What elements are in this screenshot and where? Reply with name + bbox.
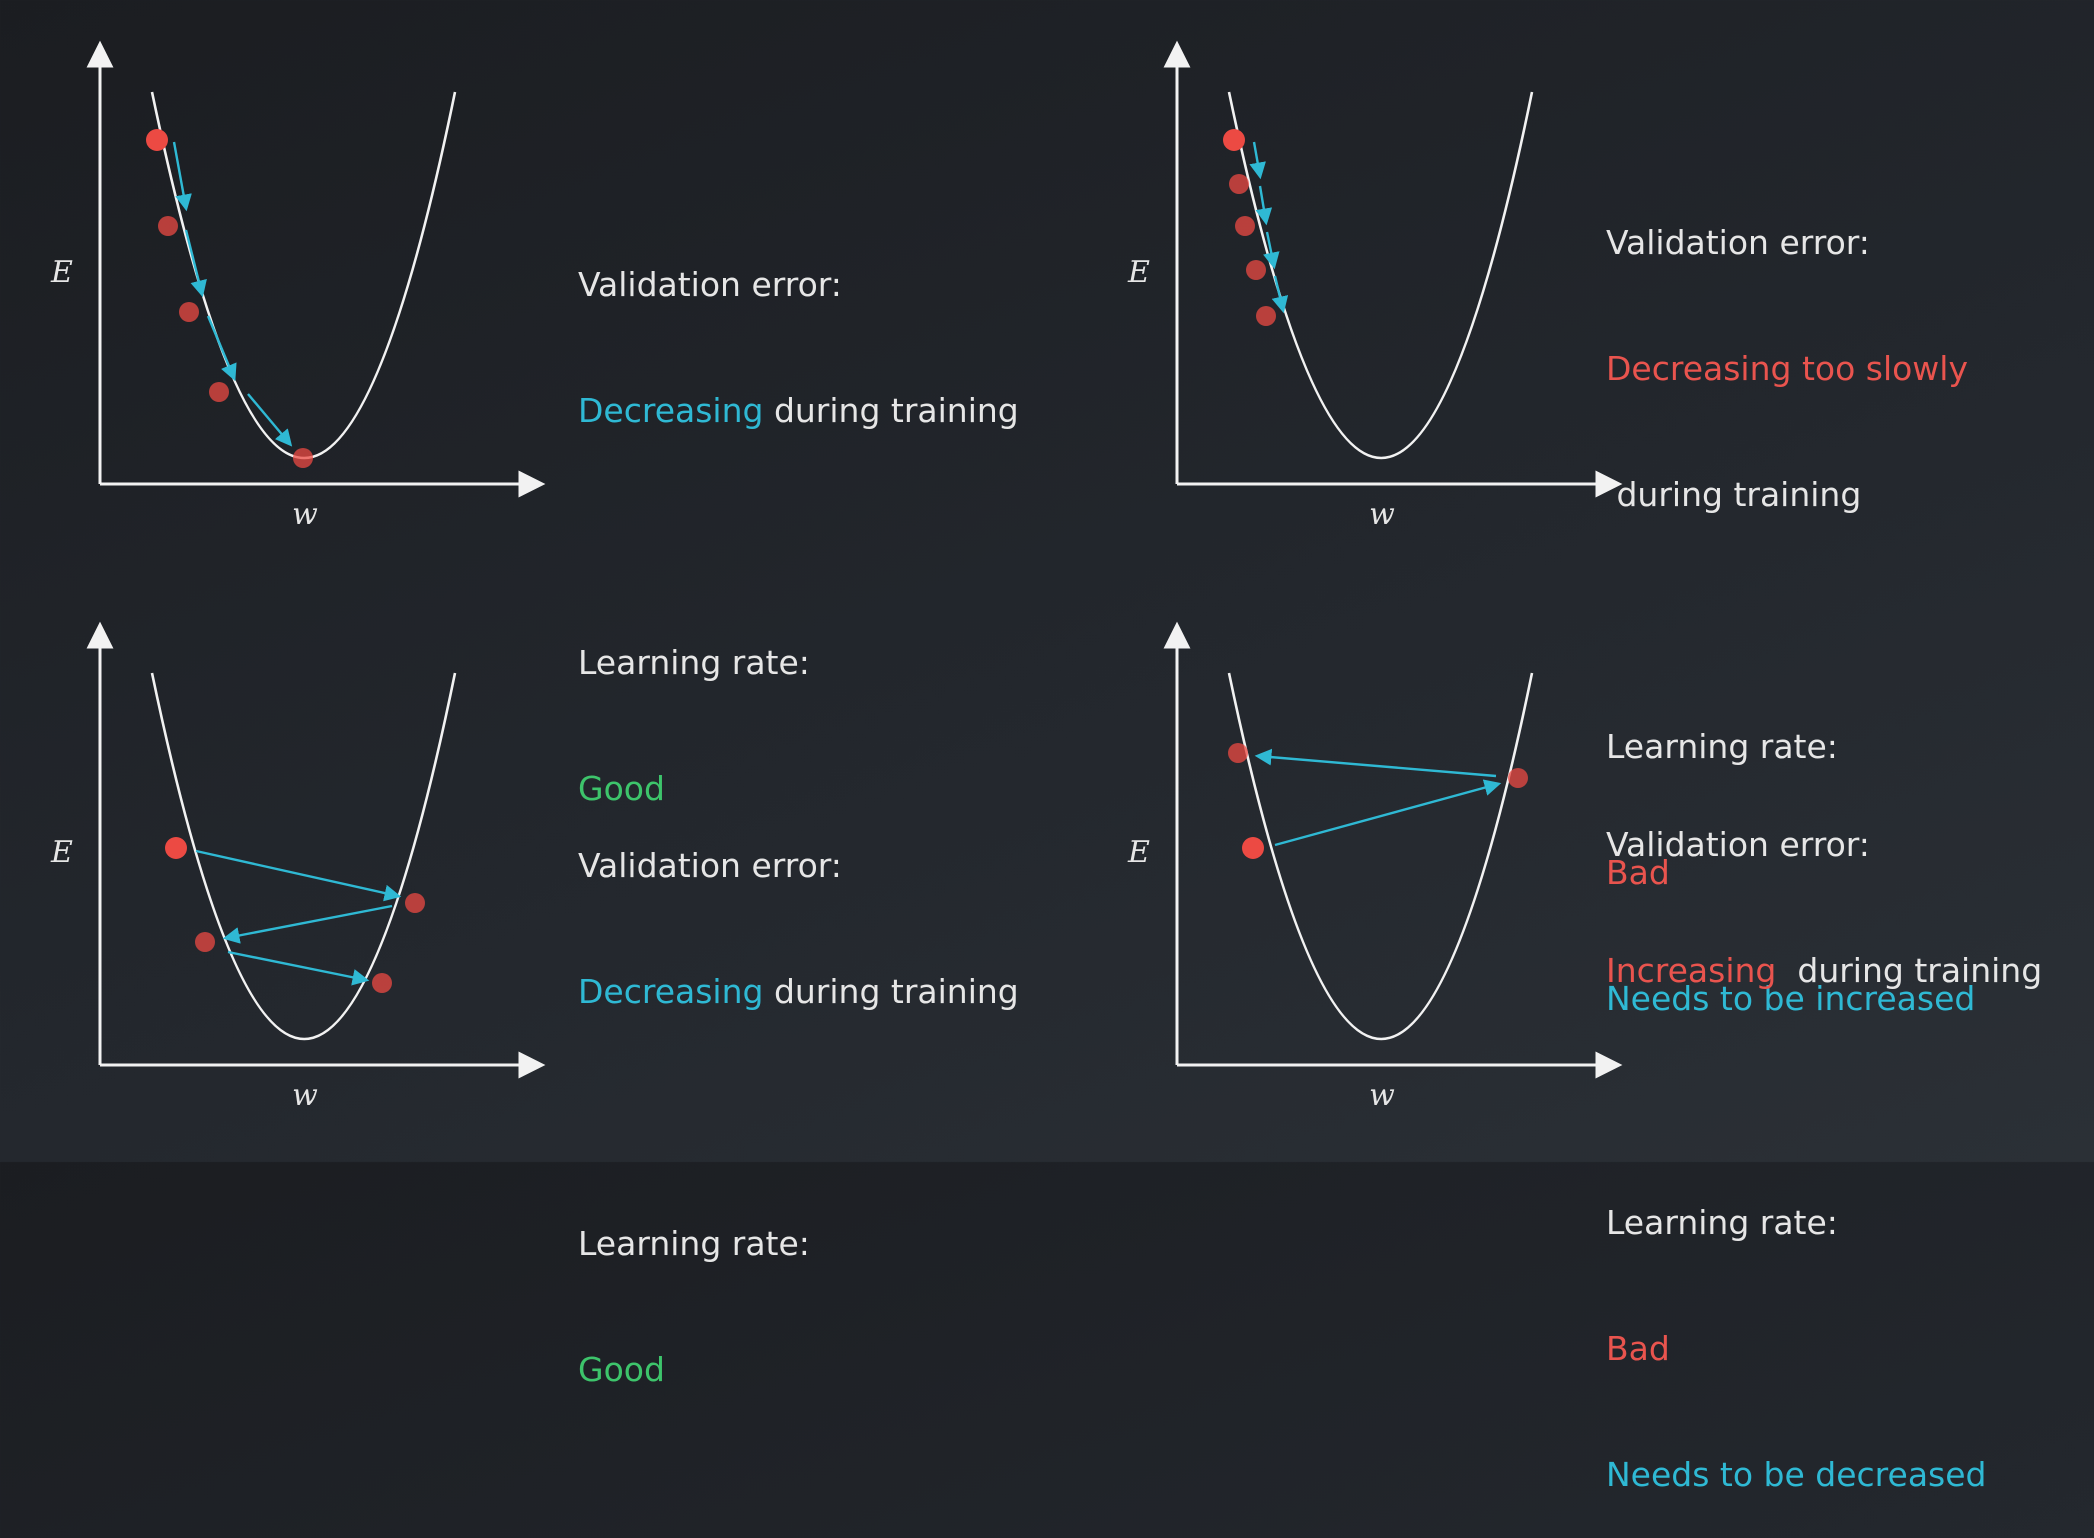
validation-status-tail: during training: [763, 972, 1019, 1011]
start-point: [1223, 129, 1245, 151]
x-axis-label: w: [1369, 1078, 1395, 1113]
step-arrow: [1263, 231, 1280, 270]
validation-error-label: Validation error:: [578, 265, 842, 304]
step-point: [1246, 260, 1266, 280]
validation-error-label: Validation error:: [578, 846, 842, 885]
step-arrow: [1274, 779, 1502, 847]
learning-rate-label: Learning rate:: [578, 1224, 810, 1263]
step-point: [209, 382, 229, 402]
step-arrow: [184, 229, 207, 298]
panel-bottom-left-text: Validation error: Decreasing during trai…: [578, 761, 1019, 1433]
descent-arrows: [172, 141, 293, 447]
validation-error-label: Validation error:: [1606, 223, 1870, 262]
y-axis-label: E: [50, 835, 73, 870]
x-axis-label: w: [1369, 497, 1395, 532]
step-point: [1229, 174, 1249, 194]
step-point: [158, 216, 178, 236]
step-arrow: [206, 315, 237, 382]
step-point: [405, 893, 425, 913]
panel-top-right-graph: E w: [1127, 40, 1623, 532]
step-arrow: [222, 904, 393, 944]
step-point: [1508, 768, 1528, 788]
step-arrow: [1271, 275, 1289, 314]
start-point: [165, 837, 187, 859]
learning-rate-value: Bad: [1606, 853, 1670, 892]
step-arrow: [227, 950, 370, 986]
validation-status: Decreasing: [578, 972, 764, 1011]
step-point: [372, 973, 392, 993]
validation-status: Decreasing: [578, 391, 764, 430]
validation-status-tail: during training: [1606, 475, 1862, 514]
y-axis-label: E: [50, 255, 73, 290]
step-point: [179, 302, 199, 322]
y-axis-label: E: [1127, 255, 1150, 290]
step-point: [1235, 216, 1255, 236]
step-arrow: [247, 393, 293, 447]
y-axis-label: E: [1127, 835, 1150, 870]
learning-rate-label: Learning rate:: [578, 643, 810, 682]
learning-rate-label: Learning rate:: [1606, 1203, 1838, 1242]
step-point: [293, 448, 313, 468]
panel-bottom-right-graph: E w: [1127, 621, 1623, 1113]
error-curve: [1227, 672, 1534, 1041]
step-point: [195, 932, 215, 952]
panel-bottom-left-graph: E w: [50, 621, 546, 1113]
learning-rate-advice: Needs to be decreased: [1606, 1455, 1987, 1494]
error-curve: [1227, 91, 1534, 460]
panel-top-left-graph: E w: [50, 40, 546, 532]
step-arrow: [195, 849, 402, 902]
learning-rate-value: Bad: [1606, 1329, 1670, 1368]
error-curve: [150, 672, 457, 1041]
step-arrow: [1254, 748, 1497, 778]
start-point: [1242, 837, 1264, 859]
learning-rate-advice: Needs to be increased: [1606, 979, 1976, 1018]
gradient-descent-diagram: E w E w E w: [50, 40, 1623, 1113]
x-axis-label: w: [292, 1078, 318, 1113]
divergence-arrows: [1254, 748, 1502, 847]
learning-rate-label: Learning rate:: [1606, 727, 1838, 766]
panel-top-left-text: Validation error: Decreasing during trai…: [578, 180, 1019, 852]
step-arrow: [172, 141, 192, 212]
panel-top-right-text: Validation error: Decreasing too slowly …: [1606, 138, 1975, 1062]
start-point: [146, 129, 168, 151]
step-arrow: [1255, 185, 1273, 226]
x-axis-label: w: [292, 497, 318, 532]
learning-rate-value: Good: [578, 1350, 665, 1389]
step-point: [1228, 743, 1248, 763]
validation-status: Decreasing too slowly: [1606, 349, 1968, 388]
validation-status: Increasing: [1606, 951, 1777, 990]
panel-bottom-right-text: Validation error: Increasing during trai…: [1606, 740, 2042, 1538]
oscillation-arrows: [195, 849, 402, 986]
validation-status-tail: during training: [763, 391, 1019, 430]
step-point: [1256, 306, 1276, 326]
validation-status-tail: during training: [1776, 951, 2043, 990]
learning-rate-value: Good: [578, 769, 665, 808]
step-arrow: [1249, 141, 1266, 180]
descent-arrows: [1249, 141, 1289, 314]
validation-error-label: Validation error:: [1606, 825, 1870, 864]
